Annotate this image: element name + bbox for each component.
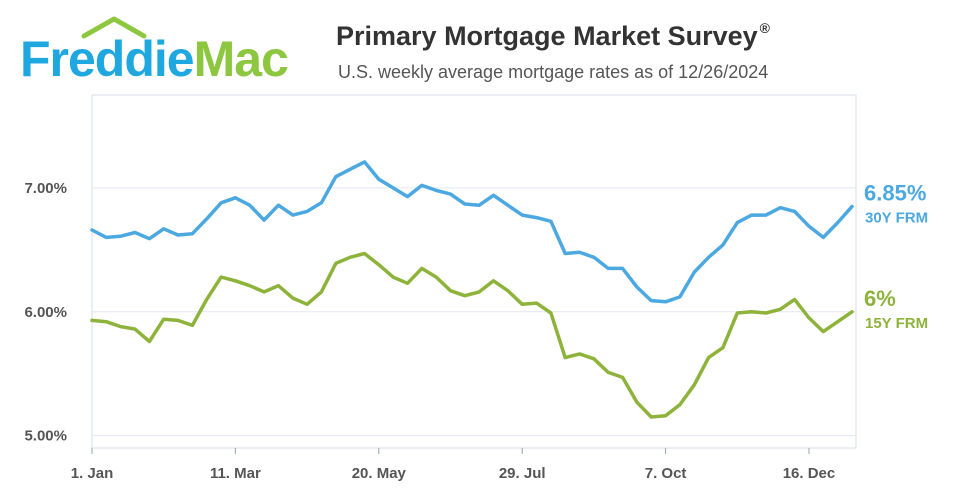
series-line-30y-frm xyxy=(90,160,854,304)
svg-text:FreddieMac: FreddieMac xyxy=(20,31,288,86)
x-tick-label: 7. Oct xyxy=(645,465,687,482)
registered-mark: ® xyxy=(759,20,770,36)
series-end-name: 30Y FRM xyxy=(865,209,928,226)
series-end-value: 6% xyxy=(864,286,896,311)
plot-area-border xyxy=(91,94,857,449)
x-tick-label: 11. Mar xyxy=(210,465,261,482)
series-end-value: 6.85% xyxy=(864,180,926,205)
logo-word-freddie: Freddie xyxy=(20,31,194,86)
series-line-15y-frm xyxy=(90,251,854,419)
series-end-name: 15Y FRM xyxy=(865,315,928,332)
y-tick-label: 5.00% xyxy=(24,428,67,445)
freddie-mac-logo: FreddieMac xyxy=(20,16,289,86)
x-tick-label: 20. May xyxy=(352,465,407,482)
x-tick-label: 16. Dec xyxy=(783,465,836,482)
y-tick-label: 6.00% xyxy=(24,304,67,321)
x-tick-label: 29. Jul xyxy=(499,465,546,482)
chart-title: Primary Mortgage Market Survey ® xyxy=(336,20,770,52)
chart-title-text: Primary Mortgage Market Survey xyxy=(336,21,758,51)
x-tick-label: 1. Jan xyxy=(71,465,114,482)
y-tick-label: 7.00% xyxy=(24,180,67,197)
logo-word-mac: Mac xyxy=(194,31,288,86)
chart-subtitle: U.S. weekly average mortgage rates as of… xyxy=(338,62,769,82)
house-roof-icon xyxy=(81,16,147,39)
